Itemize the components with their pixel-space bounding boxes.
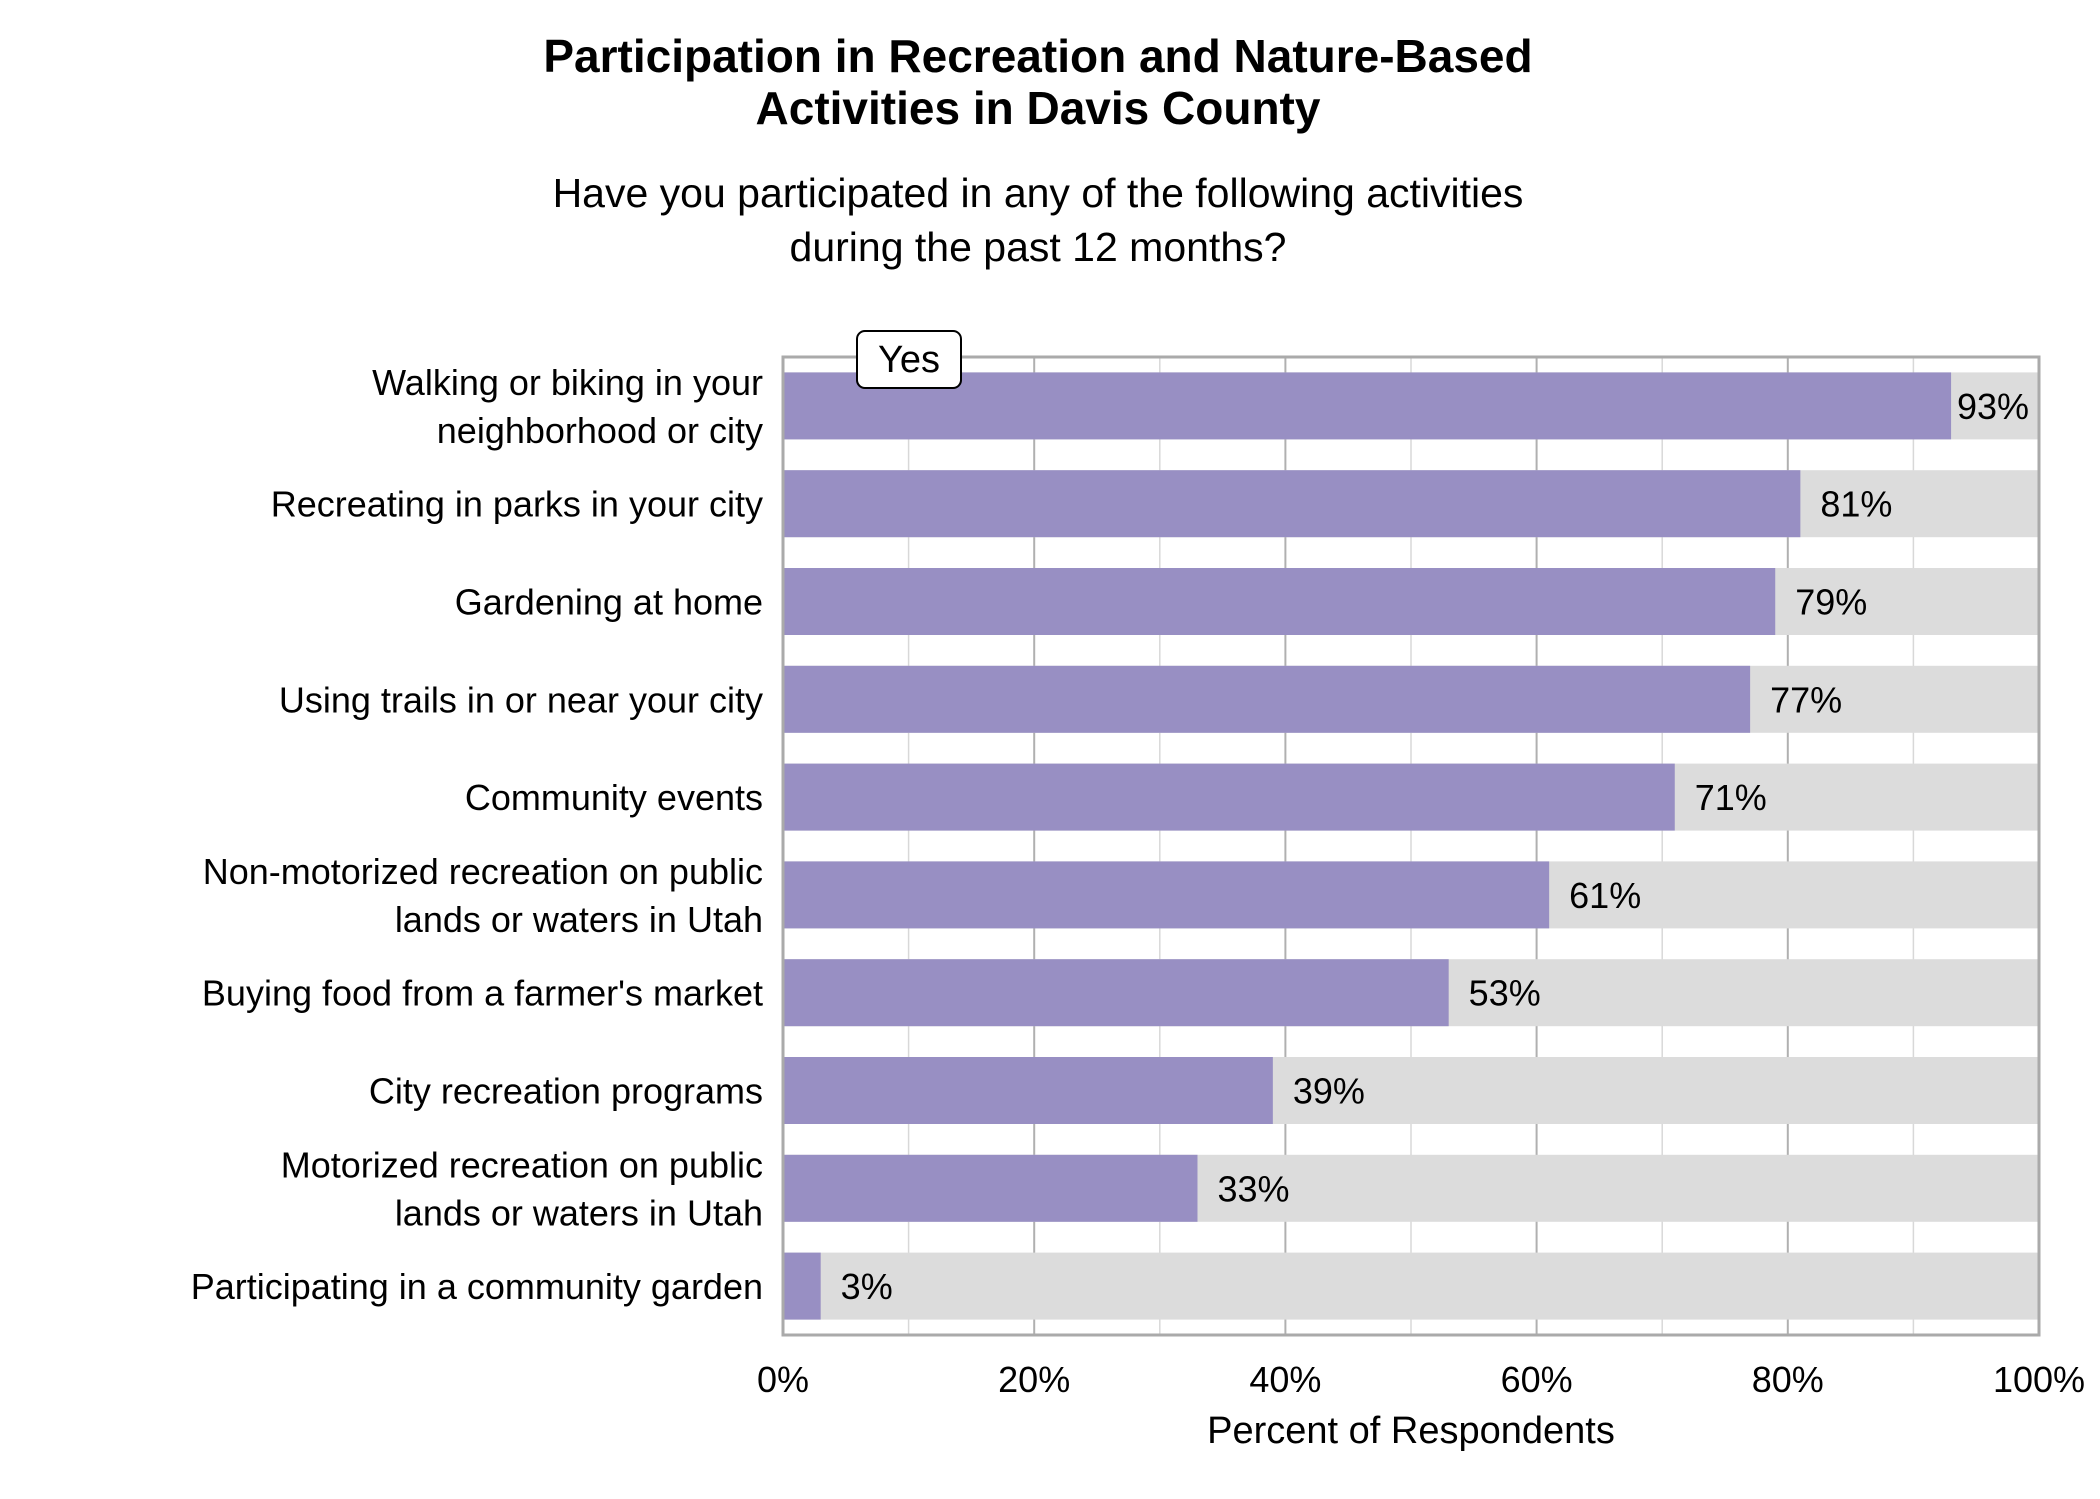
category-label: Using trails in or near your city [279, 679, 763, 720]
x-tick-label: 80% [1752, 1359, 1824, 1400]
yes-bar [783, 665, 1751, 733]
category-label: neighborhood or city [437, 410, 763, 451]
yes-bar [783, 1154, 1198, 1222]
category-label: lands or waters in Utah [395, 1192, 763, 1233]
data-label: 39% [1293, 1071, 1365, 1112]
data-label: 79% [1795, 582, 1867, 623]
legend-box [856, 330, 962, 389]
yes-bar [783, 1252, 821, 1320]
category-label: Buying food from a farmer's market [202, 973, 763, 1014]
category-label: lands or waters in Utah [395, 899, 763, 940]
data-label: 61% [1569, 875, 1641, 916]
legend: Yes [856, 330, 962, 389]
yes-bar [783, 470, 1801, 538]
data-label: 81% [1820, 484, 1892, 525]
category-label: Community events [465, 777, 763, 818]
x-tick-label: 0% [757, 1359, 809, 1400]
yes-bar [783, 959, 1449, 1027]
x-axis: 0% 20% 40% 60% 80% 100% Percent of Respondents [757, 355, 2085, 1452]
x-tick-label: 40% [1249, 1359, 1321, 1400]
remainder-bar [783, 1252, 2039, 1320]
category-labels: Walking or biking in your neighborhood or… [191, 362, 763, 1307]
x-tick-label: 20% [998, 1359, 1070, 1400]
yes-bar [783, 568, 1776, 635]
data-label: 77% [1770, 679, 1842, 720]
legend-label-yes: Yes [878, 339, 940, 381]
yes-bar [783, 372, 1952, 440]
yes-bar [783, 861, 1550, 929]
x-tick-label: 60% [1501, 1359, 1573, 1400]
data-label: 53% [1469, 973, 1541, 1014]
data-label: 33% [1217, 1168, 1289, 1209]
x-axis-label: Percent of Respondents [1207, 1410, 1615, 1452]
data-label: 71% [1695, 777, 1767, 818]
bars: 93% 81% 79% 77% 71% 61% 53% 39% 33% 3% [783, 372, 2039, 1320]
data-label: 3% [841, 1266, 893, 1307]
data-label: 93% [1957, 386, 2029, 427]
category-label: Recreating in parks in your city [271, 484, 763, 525]
plot-frame [781, 355, 2041, 1337]
chart-title: Participation in Recreation and Nature-B… [543, 30, 1532, 134]
subtitle-line: during the past 12 months? [790, 224, 1287, 270]
x-tick-label: 100% [1993, 1359, 2085, 1400]
category-label: City recreation programs [369, 1071, 763, 1112]
title-line: Activities in Davis County [756, 82, 1321, 134]
title-line: Participation in Recreation and Nature-B… [543, 30, 1532, 82]
category-label: Participating in a community garden [191, 1266, 763, 1307]
subtitle-line: Have you participated in any of the foll… [553, 170, 1524, 216]
chart-subtitle: Have you participated in any of the foll… [553, 170, 1524, 270]
category-label: Walking or biking in your [372, 362, 763, 403]
yes-bar [783, 1057, 1273, 1124]
category-label: Non-motorized recreation on public [203, 851, 763, 892]
category-label: Motorized recreation on public [281, 1144, 763, 1185]
yes-bar [783, 763, 1675, 831]
category-label: Gardening at home [455, 582, 763, 623]
